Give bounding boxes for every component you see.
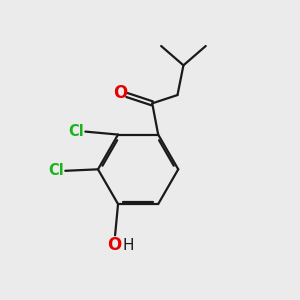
Text: O: O (107, 236, 121, 254)
Text: H: H (123, 238, 134, 253)
Text: O: O (113, 84, 128, 102)
Text: Cl: Cl (68, 124, 84, 139)
Text: Cl: Cl (48, 163, 64, 178)
